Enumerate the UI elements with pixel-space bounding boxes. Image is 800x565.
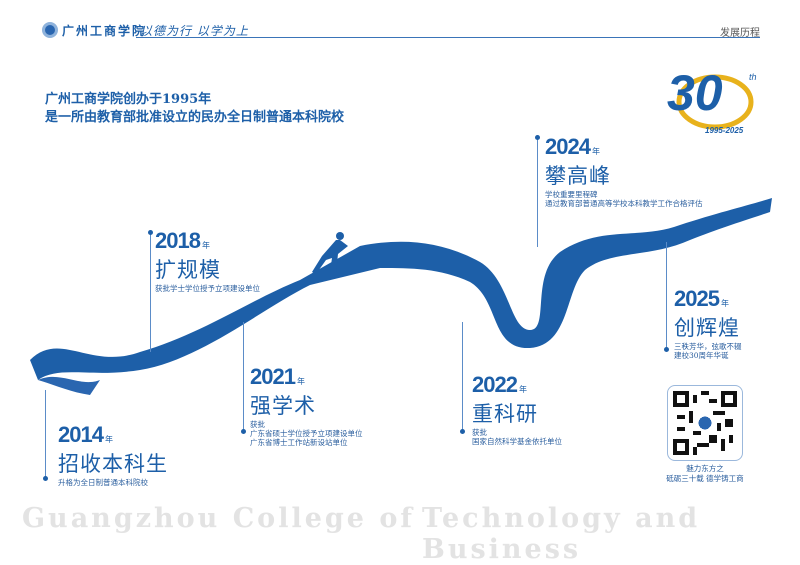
milestone-2024-dot xyxy=(535,135,540,140)
milestone-2014-line xyxy=(45,390,46,478)
intro-line-1: 广州工商学院创办于1995年 xyxy=(45,92,212,107)
milestone-desc: 广东省博士工作站新设站单位 xyxy=(250,438,348,447)
milestone-title: 创辉煌 xyxy=(674,316,740,340)
anniversary-ring-icon xyxy=(676,74,754,130)
milestone-year: 2021 xyxy=(250,364,296,389)
milestone-desc: 国家自然科学基金依托单位 xyxy=(472,437,562,446)
milestone-2014: 2014 年 招收本科生 升格为全日制普通本科院校 xyxy=(58,422,168,487)
milestone-2022-dot xyxy=(460,429,465,434)
milestone-2014-dot xyxy=(43,476,48,481)
milestone-desc: 通过教育部普通高等学校本科教学工作合格评估 xyxy=(545,199,703,208)
milestone-year: 2025 xyxy=(674,286,720,311)
intro-line-2: 是一所由教育部批准设立的民办全日制普通本科院校 xyxy=(45,110,345,125)
milestone-year: 2018 xyxy=(155,228,201,253)
qr-code[interactable] xyxy=(667,385,743,461)
milestone-title: 招收本科生 xyxy=(58,452,168,476)
runner-icon xyxy=(312,232,348,274)
year-unit: 年 xyxy=(720,299,729,308)
milestone-desc: 获批学士学位授予立项建设单位 xyxy=(155,284,260,293)
year-unit: 年 xyxy=(591,147,600,156)
milestone-2024-line xyxy=(537,137,538,247)
milestone-desc: 获批 xyxy=(472,428,487,437)
timeline-ribbon xyxy=(30,198,772,395)
milestone-title: 重科研 xyxy=(472,402,538,426)
milestone-2025-line xyxy=(666,242,667,350)
milestone-2022-line xyxy=(462,322,463,432)
anniversary-logo: 30 th 1995-2025 xyxy=(665,65,775,138)
milestone-2025-dot xyxy=(664,347,669,352)
milestone-2025: 2025 年 创辉煌 三秩芳华，弦歌不辍 建校30周年华诞 xyxy=(674,286,742,360)
milestone-year: 2024 xyxy=(545,134,591,159)
header-divider xyxy=(136,37,760,38)
qr-code-icon xyxy=(673,391,737,455)
milestone-2021-line xyxy=(243,322,244,432)
milestone-title: 扩规模 xyxy=(155,258,221,282)
school-logo-icon xyxy=(42,22,58,38)
qr-caption-line: 魅力东方之 xyxy=(686,464,724,473)
year-unit: 年 xyxy=(518,385,527,394)
year-unit: 年 xyxy=(104,435,113,444)
anniversary-suffix: th xyxy=(749,72,757,82)
milestone-desc: 学校重要里程碑 xyxy=(545,190,598,199)
anniversary-number: 30 xyxy=(667,65,723,121)
milestone-desc: 广东省硕士学位授予立项建设单位 xyxy=(250,429,363,438)
year-unit: 年 xyxy=(296,377,305,386)
milestone-desc: 建校30周年华诞 xyxy=(674,351,729,360)
milestone-title: 攀高峰 xyxy=(545,164,611,188)
school-name: 广州工商学院 xyxy=(62,24,147,38)
milestone-2021-dot xyxy=(241,429,246,434)
footer-text-left: Guangzhou College of xyxy=(22,503,415,534)
milestone-year: 2014 xyxy=(58,422,104,447)
milestone-desc: 获批 xyxy=(250,420,265,429)
milestone-2024: 2024 年 攀高峰 学校重要里程碑 通过教育部普通高等学校本科教学工作合格评估 xyxy=(545,134,703,208)
section-title: 发展历程 xyxy=(720,28,760,39)
qr-caption: 魅力东方之 砥砺三十载 德学铸工商 xyxy=(655,464,755,484)
milestone-year: 2022 xyxy=(472,372,518,397)
milestone-desc: 升格为全日制普通本科院校 xyxy=(58,478,148,487)
qr-caption-line: 砥砺三十载 德学铸工商 xyxy=(666,474,744,483)
milestone-2018: 2018 年 扩规模 获批学士学位授予立项建设单位 xyxy=(155,228,260,293)
footer-text-right: Technology and Business xyxy=(422,503,701,565)
milestone-2021: 2021 年 强学术 获批 广东省硕士学位授予立项建设单位 广东省博士工作站新设站… xyxy=(250,364,363,447)
milestone-2022: 2022 年 重科研 获批 国家自然科学基金依托单位 xyxy=(472,372,562,446)
milestone-desc: 三秩芳华，弦歌不辍 xyxy=(674,342,742,351)
anniversary-years: 1995-2025 xyxy=(705,126,744,135)
milestone-title: 强学术 xyxy=(250,394,316,418)
school-motto: 以德为行 以学为上 xyxy=(140,24,249,38)
milestone-2018-dot xyxy=(148,230,153,235)
year-unit: 年 xyxy=(201,241,210,250)
milestone-2018-line xyxy=(150,232,151,352)
